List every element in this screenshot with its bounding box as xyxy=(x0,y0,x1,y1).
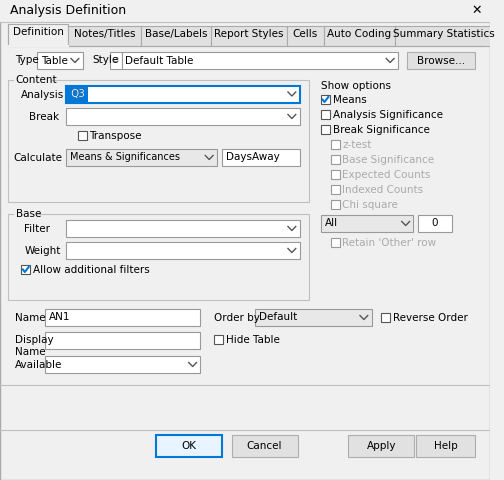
Text: Analysis: Analysis xyxy=(21,90,65,100)
Text: 0: 0 xyxy=(431,218,438,228)
Text: Type: Type xyxy=(15,55,38,65)
Bar xyxy=(66,242,300,259)
Text: Name: Name xyxy=(15,313,45,323)
Bar xyxy=(287,26,324,46)
Bar xyxy=(45,356,201,373)
Bar xyxy=(331,185,340,194)
Text: Filter: Filter xyxy=(24,224,50,234)
Text: Means: Means xyxy=(333,95,366,105)
Bar xyxy=(37,52,83,69)
Bar xyxy=(8,80,309,202)
Bar xyxy=(66,220,300,237)
Bar xyxy=(416,435,475,457)
Bar xyxy=(324,26,395,46)
Bar xyxy=(14,208,37,220)
Bar xyxy=(156,435,222,457)
Text: Notes/Titles: Notes/Titles xyxy=(74,29,136,39)
Text: Reverse Order: Reverse Order xyxy=(393,313,468,323)
Text: Hide Table: Hide Table xyxy=(226,335,280,345)
Bar xyxy=(45,332,201,349)
Bar xyxy=(255,309,371,326)
Text: Analysis Definition: Analysis Definition xyxy=(10,4,126,17)
Bar xyxy=(66,86,88,103)
Bar xyxy=(231,435,298,457)
Text: Default Table: Default Table xyxy=(125,56,194,65)
Text: Base Significance: Base Significance xyxy=(342,155,434,165)
Text: ⊟: ⊟ xyxy=(113,58,119,63)
Bar xyxy=(121,52,398,69)
Text: Indexed Counts: Indexed Counts xyxy=(342,185,423,195)
Text: OK: OK xyxy=(181,441,196,451)
Text: AN1: AN1 xyxy=(49,312,70,323)
Text: Analysis Significance: Analysis Significance xyxy=(333,110,443,120)
Bar xyxy=(214,335,223,344)
Text: Browse...: Browse... xyxy=(417,56,465,65)
Bar xyxy=(331,140,340,149)
Bar xyxy=(321,95,330,104)
Text: Break Significance: Break Significance xyxy=(333,125,429,135)
Bar xyxy=(45,309,201,326)
Text: Weight: Weight xyxy=(24,246,60,256)
Bar xyxy=(78,131,87,140)
Text: DaysAway: DaysAway xyxy=(226,153,279,163)
Text: Cancel: Cancel xyxy=(247,441,282,451)
Bar xyxy=(331,238,340,247)
Text: Display
Name: Display Name xyxy=(15,335,53,357)
Text: Table: Table xyxy=(41,56,68,65)
Bar xyxy=(21,265,30,274)
Bar xyxy=(418,215,453,232)
Text: Q3: Q3 xyxy=(70,89,85,99)
Text: Break: Break xyxy=(29,112,59,122)
Text: Apply: Apply xyxy=(366,441,396,451)
Bar xyxy=(66,149,217,166)
Text: Auto Coding: Auto Coding xyxy=(328,29,392,39)
Text: Allow additional filters: Allow additional filters xyxy=(33,265,150,275)
Text: Calculate: Calculate xyxy=(14,153,62,163)
Text: Style: Style xyxy=(92,55,118,65)
Bar xyxy=(66,108,300,125)
Text: Default: Default xyxy=(259,312,297,323)
Bar xyxy=(66,86,300,103)
Bar xyxy=(211,26,287,46)
Text: Report Styles: Report Styles xyxy=(214,29,284,39)
Text: Q3: Q3 xyxy=(70,89,85,99)
Text: z-test: z-test xyxy=(342,140,372,150)
Text: Transpose: Transpose xyxy=(90,131,142,141)
Text: Expected Counts: Expected Counts xyxy=(342,170,431,180)
Text: Base/Labels: Base/Labels xyxy=(145,29,207,39)
Text: Base: Base xyxy=(16,209,41,219)
Bar xyxy=(407,52,475,69)
Bar xyxy=(331,200,340,209)
Text: All: All xyxy=(325,218,338,228)
Bar xyxy=(331,155,340,164)
Bar xyxy=(110,52,121,69)
Text: Summary Statistics: Summary Statistics xyxy=(393,29,494,39)
Text: Chi square: Chi square xyxy=(342,200,398,210)
Bar xyxy=(222,149,300,166)
Bar xyxy=(141,26,211,46)
Bar xyxy=(14,74,51,86)
Text: Available: Available xyxy=(15,360,62,370)
Text: Order by: Order by xyxy=(214,313,260,323)
Bar xyxy=(8,24,68,46)
Bar xyxy=(321,215,413,232)
Text: Cells: Cells xyxy=(293,29,318,39)
Bar xyxy=(348,435,414,457)
Text: Content: Content xyxy=(16,75,57,85)
Text: Help: Help xyxy=(434,441,458,451)
Bar xyxy=(331,170,340,179)
Bar xyxy=(68,26,141,46)
Text: Show options: Show options xyxy=(321,81,391,91)
Text: Retain 'Other' row: Retain 'Other' row xyxy=(342,238,436,248)
Text: Definition: Definition xyxy=(13,27,64,37)
Bar xyxy=(321,125,330,134)
Bar xyxy=(395,26,492,46)
Bar xyxy=(321,110,330,119)
Bar xyxy=(382,313,390,322)
Bar xyxy=(0,0,490,22)
Bar xyxy=(8,214,309,300)
Text: Means & Significances: Means & Significances xyxy=(70,153,180,163)
Text: ✕: ✕ xyxy=(471,4,482,17)
